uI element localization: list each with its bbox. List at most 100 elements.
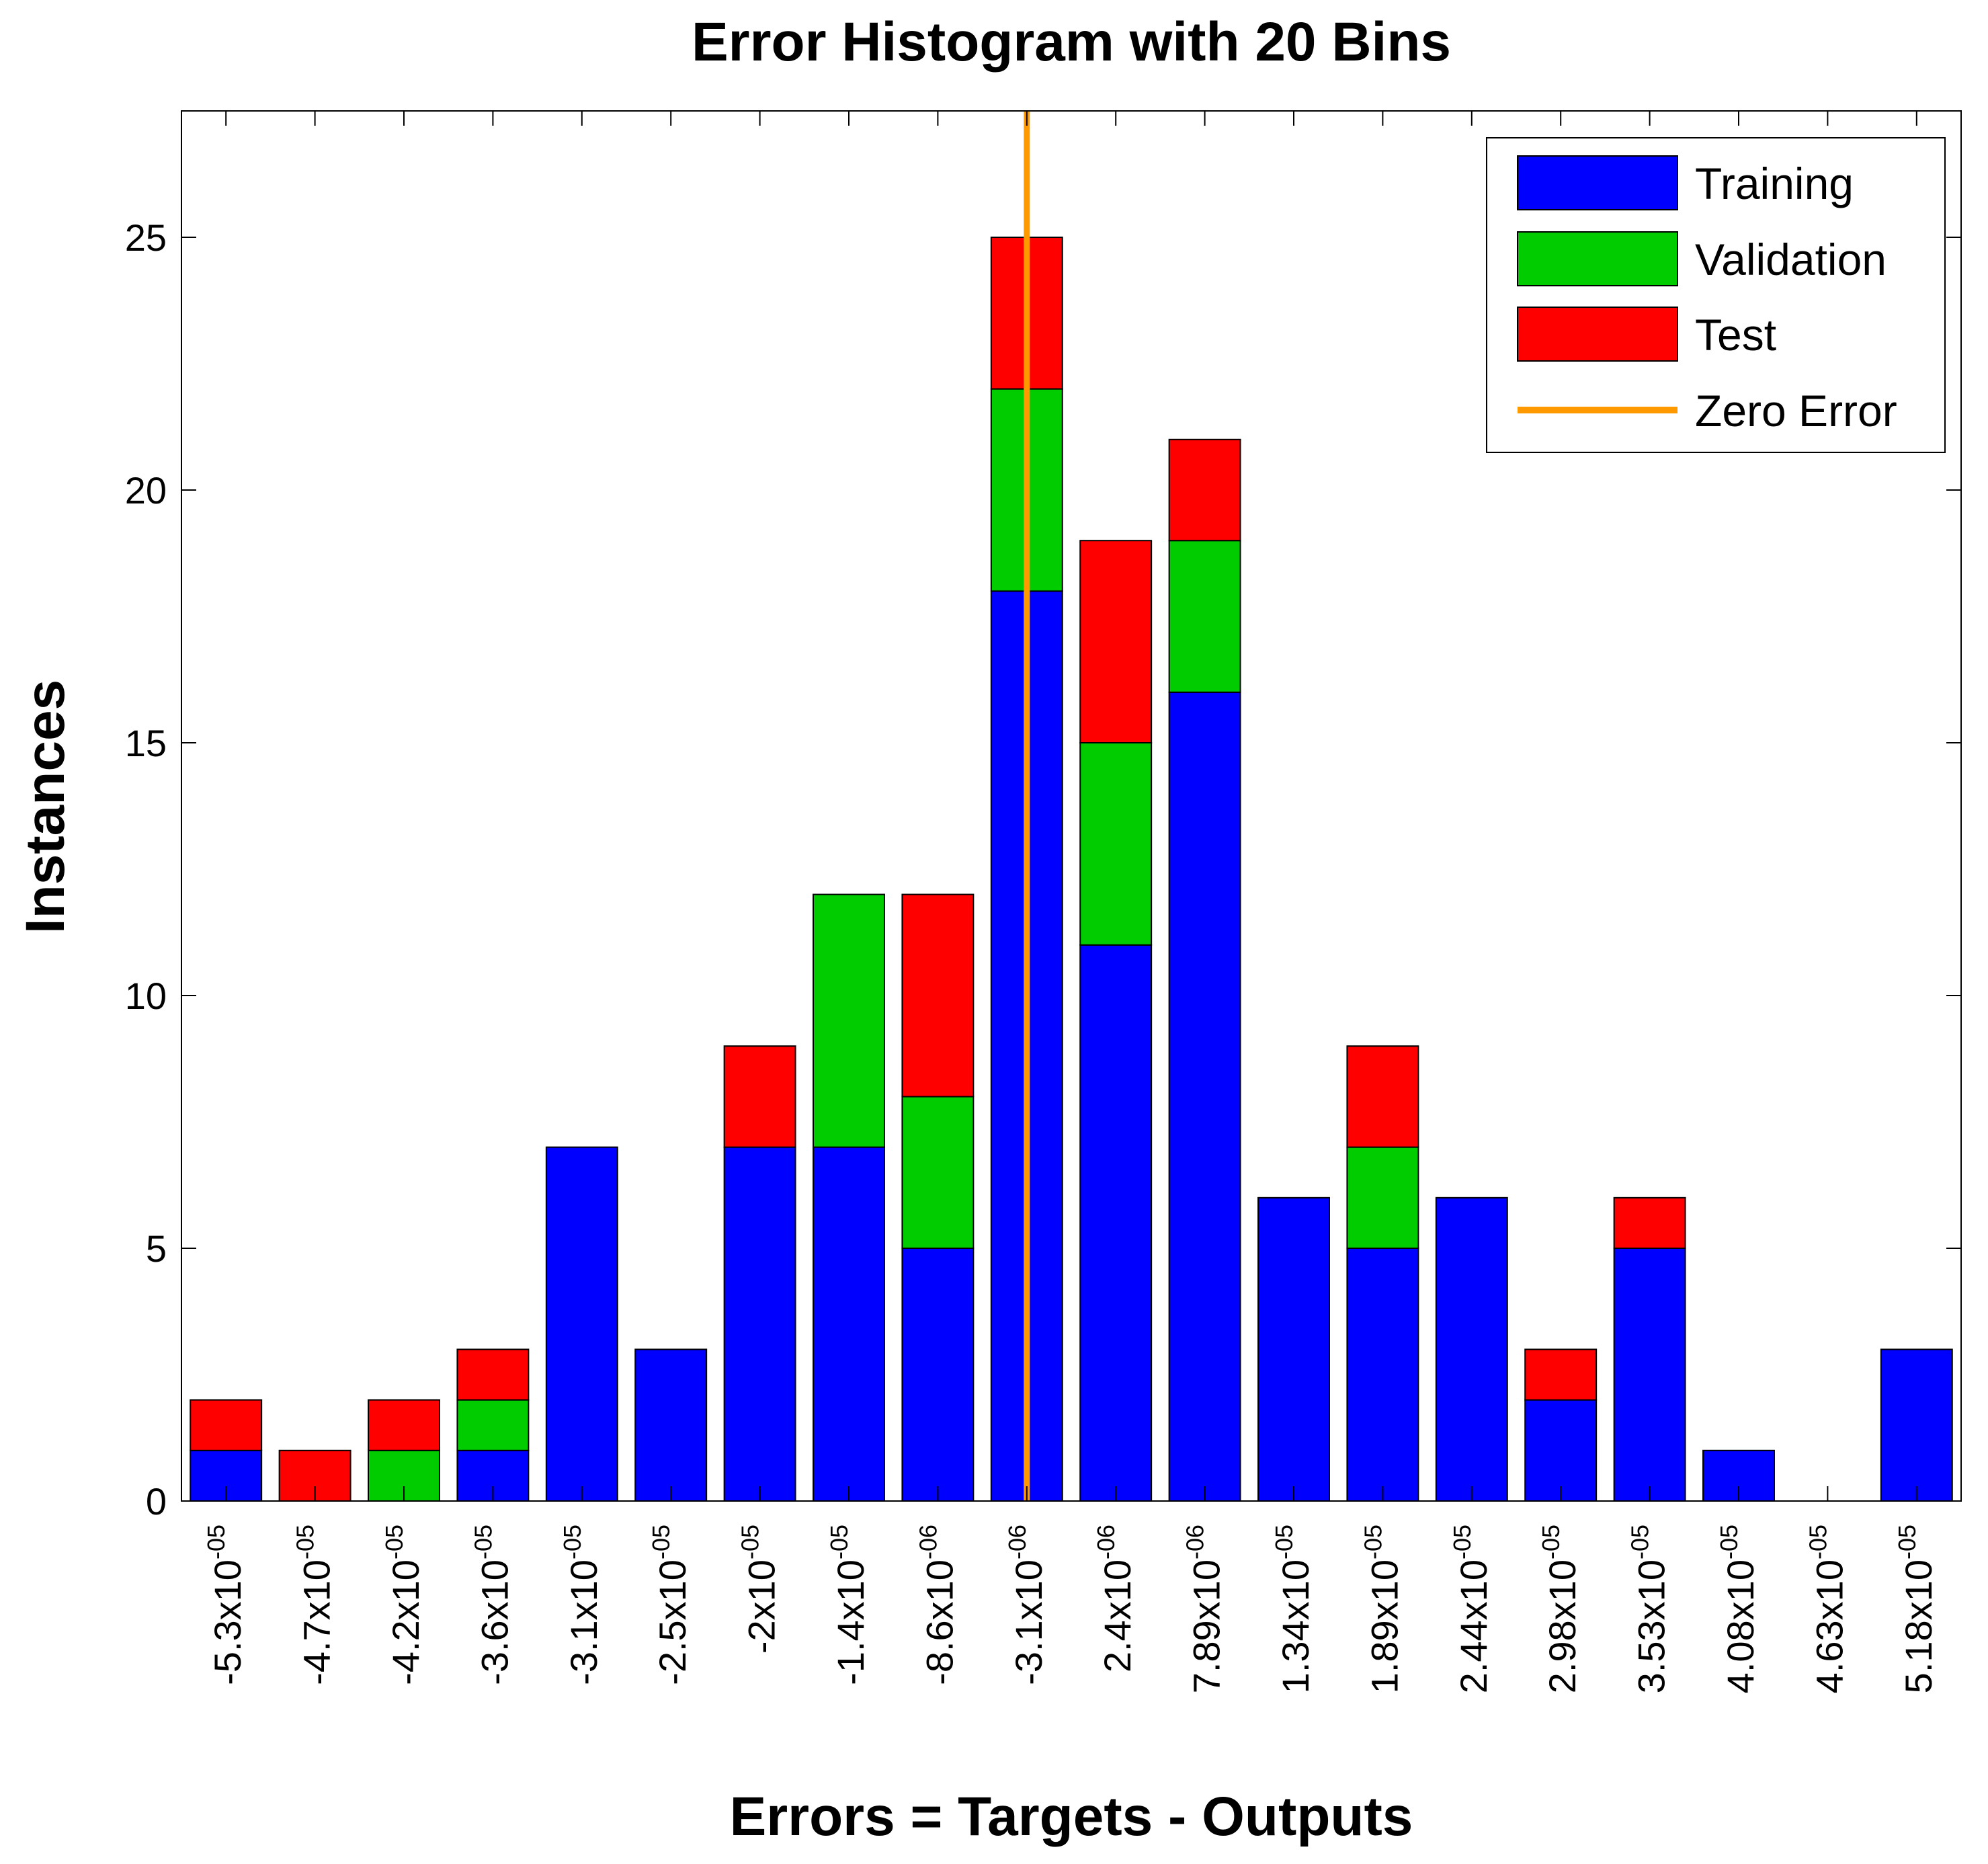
- x-tick-exponent: -06: [1003, 1525, 1031, 1559]
- x-tick-exponent: -05: [202, 1525, 230, 1559]
- bar-training-14: [1435, 1197, 1508, 1502]
- x-tick-label: 2.44x10-05: [1448, 1525, 1495, 1693]
- x-tick-exponent: -06: [1182, 1525, 1209, 1559]
- y-tick-label: 25: [125, 216, 167, 259]
- bar-test-2: [368, 1399, 440, 1451]
- bar-validation-3: [456, 1399, 530, 1451]
- x-tick-mantissa: 2.4x10: [1096, 1559, 1138, 1672]
- bar-validation-10: [1079, 742, 1153, 946]
- x-tick-exponent: -06: [914, 1525, 942, 1559]
- bar-training-12: [1257, 1197, 1330, 1502]
- x-tick-mantissa: 2.44x10: [1452, 1559, 1495, 1693]
- bar-validation-11: [1168, 540, 1241, 693]
- x-tick-mantissa: -3.1x10: [1007, 1559, 1050, 1685]
- bar-training-5: [634, 1348, 708, 1502]
- x-tick-exponent: -05: [1804, 1525, 1831, 1559]
- x-tick-mantissa: 4.08x10: [1719, 1559, 1762, 1693]
- y-tick-label: 0: [146, 1480, 167, 1523]
- x-tick-exponent: -05: [380, 1525, 408, 1559]
- bar-test-16: [1613, 1197, 1686, 1250]
- x-axis-label: Errors = Targets - Outputs: [730, 1786, 1413, 1847]
- x-tick-label: 4.08x10-05: [1715, 1525, 1762, 1693]
- bar-training-11: [1168, 691, 1241, 1502]
- x-tick-label: -1.4x10-05: [825, 1525, 872, 1685]
- x-tick-labels: -5.3x10-05-4.7x10-05-4.2x10-05-3.6x10-05…: [202, 1525, 1940, 1693]
- x-tick-mantissa: -3.6x10: [473, 1559, 515, 1685]
- x-tick-label: -3.1x10-06: [1003, 1525, 1050, 1685]
- x-tick-label: 7.89x10-06: [1182, 1525, 1228, 1693]
- x-tick-label: -2.5x10-05: [647, 1525, 694, 1685]
- x-tick-mantissa: -5.3x10: [206, 1559, 249, 1685]
- bar-training-7: [813, 1146, 885, 1502]
- bar-training-10: [1079, 944, 1153, 1502]
- x-tick-exponent: -05: [469, 1525, 497, 1559]
- bar-training-6: [723, 1146, 796, 1502]
- legend-label-validation: Validation: [1695, 235, 1887, 284]
- x-tick-exponent: -05: [1270, 1525, 1298, 1559]
- x-tick-label: -2x10-05: [737, 1525, 783, 1654]
- x-tick-mantissa: 7.89x10: [1186, 1559, 1228, 1693]
- bar-test-3: [456, 1348, 530, 1401]
- x-tick-label: 3.53x10-05: [1626, 1525, 1673, 1693]
- x-tick-mantissa: -2.5x10: [651, 1559, 694, 1685]
- x-tick-exponent: -05: [1359, 1525, 1386, 1559]
- x-tick-exponent: -05: [1715, 1525, 1743, 1559]
- y-axis-label: Instances: [15, 680, 76, 934]
- bar-validation-7: [813, 893, 885, 1148]
- legend-label-test: Test: [1695, 310, 1776, 360]
- legend-swatch-training: [1517, 155, 1678, 210]
- bar-test-6: [723, 1045, 796, 1148]
- x-tick-mantissa: 2.98x10: [1541, 1559, 1583, 1693]
- x-tick-exponent: -05: [292, 1525, 319, 1559]
- x-tick-mantissa: -2x10: [741, 1559, 783, 1654]
- x-tick-exponent: -05: [825, 1525, 853, 1559]
- plot-frame: [181, 110, 1962, 1502]
- x-tick-mantissa: 4.63x10: [1808, 1559, 1850, 1693]
- x-tick-label: -4.7x10-05: [292, 1525, 338, 1685]
- x-tick-label: -3.1x10-05: [558, 1525, 605, 1685]
- x-tick-label: 2.4x10-06: [1092, 1525, 1138, 1672]
- bar-training-13: [1346, 1248, 1419, 1502]
- bar-validation-8: [901, 1096, 975, 1250]
- bar-training-15: [1524, 1399, 1598, 1502]
- x-tick-exponent: -05: [1893, 1525, 1921, 1559]
- x-tick-mantissa: -3.1x10: [563, 1559, 605, 1685]
- legend-swatch-validation: [1517, 231, 1678, 286]
- bar-test-15: [1524, 1348, 1598, 1401]
- bar-test-10: [1079, 540, 1153, 743]
- bar-training-19: [1880, 1348, 1953, 1502]
- bar-test-0: [190, 1399, 263, 1451]
- bar-training-16: [1613, 1248, 1686, 1502]
- bar-test-13: [1346, 1045, 1419, 1148]
- x-tick-exponent: -05: [647, 1525, 675, 1559]
- x-tick-label: 4.63x10-05: [1804, 1525, 1850, 1693]
- chart-title: Error Histogram with 20 Bins: [692, 11, 1451, 73]
- axes-layer: [181, 110, 1962, 1502]
- x-tick-label: 5.18x10-05: [1893, 1525, 1940, 1693]
- legend-swatch-test: [1517, 307, 1678, 362]
- x-tick-exponent: -05: [1626, 1525, 1654, 1559]
- x-tick-exponent: -06: [1092, 1525, 1120, 1559]
- x-tick-label: -5.3x10-05: [202, 1525, 249, 1685]
- legend-label-training: Training: [1695, 159, 1854, 208]
- bar-test-11: [1168, 438, 1241, 542]
- x-tick-mantissa: 3.53x10: [1630, 1559, 1673, 1693]
- x-tick-label: 1.89x10-05: [1359, 1525, 1405, 1693]
- y-tick-label: 10: [125, 975, 167, 1017]
- bar-test-8: [901, 893, 975, 1098]
- x-tick-label: -3.6x10-05: [469, 1525, 515, 1685]
- x-tick-mantissa: -1.4x10: [829, 1559, 872, 1685]
- bar-training-8: [901, 1248, 975, 1502]
- legend-label-zero-error: Zero Error: [1695, 386, 1897, 436]
- y-tick-labels: 0 5 10 15 20 25: [125, 216, 167, 1523]
- x-tick-exponent: -05: [558, 1525, 586, 1559]
- x-tick-mantissa: -8.6x10: [918, 1559, 960, 1685]
- x-tick-mantissa: 1.89x10: [1363, 1559, 1405, 1693]
- y-tick-label: 15: [125, 722, 167, 764]
- x-tick-mantissa: 5.18x10: [1897, 1559, 1940, 1693]
- bars-layer: [190, 237, 1953, 1502]
- x-tick-label: -4.2x10-05: [380, 1525, 427, 1685]
- legend: Training Validation Test Zero Error: [1486, 137, 1946, 453]
- x-tick-mantissa: 1.34x10: [1274, 1559, 1317, 1693]
